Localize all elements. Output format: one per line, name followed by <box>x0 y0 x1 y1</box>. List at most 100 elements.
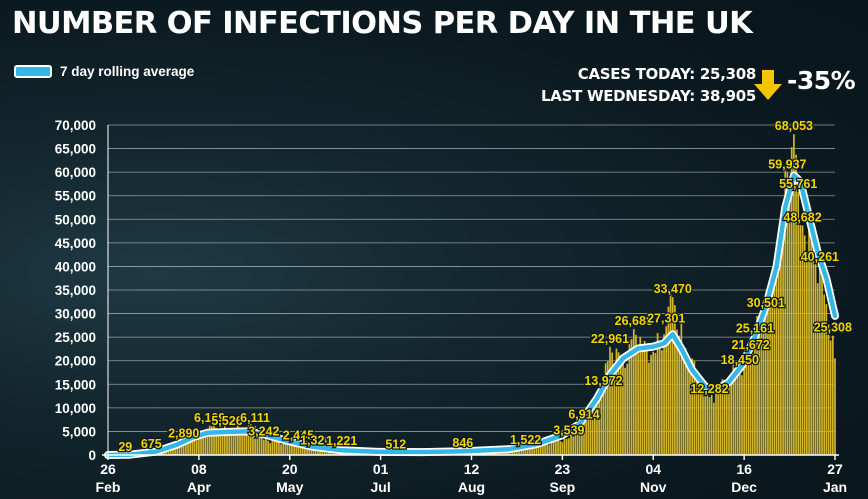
x-tick-month-label: Sep <box>550 479 576 495</box>
bar <box>732 364 735 455</box>
bar <box>195 435 198 455</box>
bar <box>204 433 207 455</box>
bar <box>762 314 765 455</box>
bar <box>695 369 698 455</box>
bar <box>700 388 702 455</box>
bar <box>749 352 752 455</box>
bar <box>535 446 538 455</box>
data-label: 3,242 <box>248 425 279 439</box>
x-tick-day-label: 12 <box>464 461 480 477</box>
data-label: 40,261 <box>801 250 839 264</box>
bar <box>200 435 202 455</box>
data-label: 512 <box>385 438 406 452</box>
bar <box>591 403 594 455</box>
bar <box>693 360 696 455</box>
bar <box>619 360 622 455</box>
bar <box>254 426 256 455</box>
bar <box>669 289 672 455</box>
bar <box>725 387 728 455</box>
bar <box>193 440 196 455</box>
bar <box>563 438 566 455</box>
bar <box>262 439 265 455</box>
bar <box>273 441 276 455</box>
bar <box>548 444 551 455</box>
bar <box>178 442 181 455</box>
bar <box>689 373 691 455</box>
bar <box>180 443 183 455</box>
y-tick-label: 10,000 <box>55 401 96 416</box>
bar <box>518 447 520 455</box>
bar <box>230 428 233 455</box>
data-label: 12,282 <box>690 382 728 396</box>
data-label: 33,470 <box>654 282 692 296</box>
chart-legend: 7 day rolling average <box>14 64 194 79</box>
y-tick-label: 40,000 <box>55 259 96 274</box>
bar <box>745 346 748 455</box>
bar <box>667 306 670 455</box>
bar <box>784 167 787 455</box>
bar <box>615 348 618 455</box>
bar <box>211 426 213 455</box>
bar <box>617 352 620 455</box>
bar <box>799 225 802 455</box>
bar <box>522 448 525 455</box>
bar <box>297 443 300 455</box>
bar <box>310 447 313 455</box>
x-tick-day-label: 20 <box>282 461 298 477</box>
data-label: 18,450 <box>721 353 759 367</box>
data-label: 68,053 <box>775 119 813 133</box>
bar <box>542 443 544 455</box>
bar <box>249 423 252 455</box>
bar <box>678 335 681 455</box>
bar <box>524 447 527 455</box>
bar <box>682 346 685 455</box>
bar <box>663 334 665 455</box>
bar <box>687 355 689 455</box>
y-tick-label: 45,000 <box>55 236 96 251</box>
bar <box>520 448 523 455</box>
bar <box>602 389 605 455</box>
bar <box>301 443 304 455</box>
bar <box>650 354 652 455</box>
bar <box>539 443 542 455</box>
gridlines <box>108 124 835 456</box>
x-tick-month-label: Apr <box>187 479 212 495</box>
bar <box>288 442 291 455</box>
chart-title: NUMBER OF INFECTIONS PER DAY IN THE UK <box>12 6 753 41</box>
bar <box>243 427 246 455</box>
bar <box>769 283 771 455</box>
x-tick-day-label: 04 <box>645 461 661 477</box>
bar <box>228 431 231 455</box>
data-label: 25,308 <box>814 321 852 335</box>
bar <box>812 247 815 455</box>
y-tick-label: 35,000 <box>55 283 96 298</box>
bar <box>738 368 741 455</box>
bar <box>561 442 564 455</box>
bar <box>232 429 235 455</box>
bar <box>321 449 324 455</box>
data-label: 3,539 <box>553 423 584 437</box>
bar <box>658 348 661 455</box>
x-tick-day-label: 26 <box>100 461 116 477</box>
bar <box>202 431 205 455</box>
bar <box>213 422 215 455</box>
y-tick-label: 55,000 <box>55 189 96 204</box>
bar <box>743 357 745 455</box>
bar <box>587 415 590 455</box>
last-wednesday: LAST WEDNESDAY: 38,905 <box>541 87 756 105</box>
bar <box>275 441 278 455</box>
bar <box>187 439 189 455</box>
bar <box>182 441 185 455</box>
x-tick-day-label: 01 <box>373 461 389 477</box>
data-label: 21,672 <box>731 338 769 352</box>
bar <box>570 434 572 455</box>
data-label: 59,937 <box>768 157 806 171</box>
bar <box>260 434 263 455</box>
x-tick-month-label: Jul <box>371 479 391 495</box>
bar <box>816 283 819 455</box>
bar <box>717 392 720 455</box>
data-label: 30,501 <box>747 296 785 310</box>
bar <box>546 443 549 455</box>
